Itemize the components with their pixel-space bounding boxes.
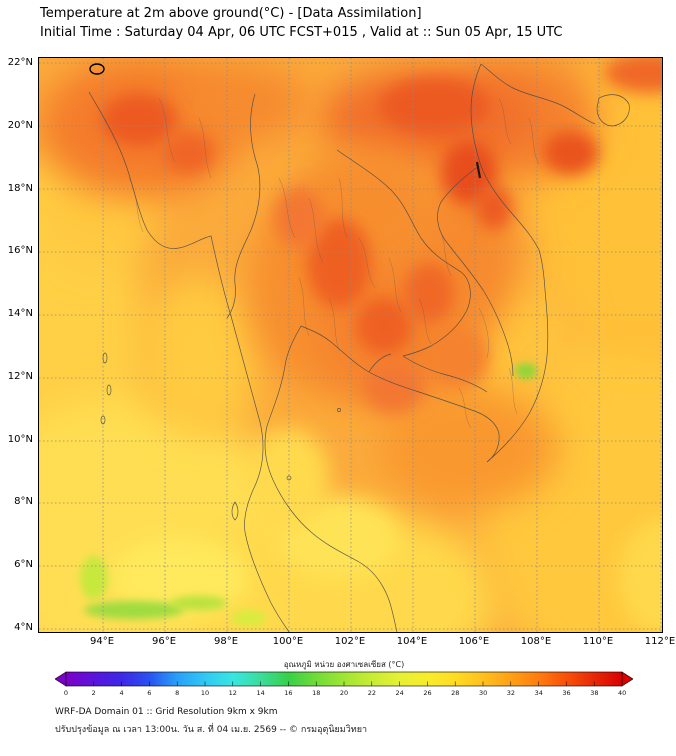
lon-label: 106°E [458, 636, 490, 647]
colorbar-right-arrow [621, 671, 633, 687]
colorbar-tick-label: 28 [451, 689, 460, 697]
province-borders [128, 97, 540, 429]
lon-label: 98°E [213, 636, 239, 647]
colorbar-tick-label: 6 [147, 689, 152, 697]
country-borders [88, 63, 630, 632]
lat-label: 14°N [7, 308, 33, 320]
lat-label: 6°N [14, 559, 33, 571]
colorbar-tick-label: 40 [618, 689, 627, 697]
colorbar-tick-label: 22 [367, 689, 376, 697]
page-title: Temperature at 2m above ground(°C) - [Da… [40, 6, 422, 21]
lat-label: 16°N [7, 245, 33, 257]
lat-label: 10°N [7, 433, 33, 445]
lat-label: 12°N [7, 370, 33, 382]
lat-label: 18°N [7, 182, 33, 194]
colorbar-tick-label: 16 [284, 689, 293, 697]
colorbar-tick-marks [65, 681, 623, 686]
colorbar-tick-label: 0 [63, 689, 68, 697]
temperature-map [39, 58, 662, 632]
lon-label: 112°E [644, 636, 676, 647]
colorbar-tick-label: 14 [256, 689, 265, 697]
lon-label: 100°E [272, 636, 304, 647]
colorbar-tick-label: 32 [506, 689, 516, 697]
map-frame [38, 57, 663, 633]
colorbar-tick-label: 18 [312, 689, 321, 697]
colorbar-tick-label: 2 [91, 689, 96, 697]
colorbar-title: อุณหภูมิ หน่วย องศาเซลเซียส (°C) [283, 660, 405, 669]
colorbar-tick-label: 12 [228, 689, 237, 697]
lon-label: 110°E [582, 636, 614, 647]
colorbar-tick-label: 10 [200, 689, 210, 697]
lat-label: 22°N [7, 57, 33, 68]
update-info: ปรับปรุงข้อมูล ณ เวลา 13:00น. วัน ส. ที่… [55, 725, 368, 735]
annotation-circle [89, 63, 105, 75]
colorbar-tick-label: 26 [423, 689, 432, 697]
lat-label: 4°N [14, 621, 33, 633]
lon-label: 96°E [151, 636, 177, 647]
colorbar-tick-label: 24 [395, 689, 404, 697]
longitude-axis-labels: 94°E 96°E 98°E 100°E 102°E 104°E 106°E 108°E 110… [71, 636, 676, 647]
lon-label: 104°E [396, 636, 428, 647]
lat-label: 8°N [14, 496, 33, 508]
colorbar-tick-label: 36 [562, 689, 571, 697]
colorbar-tick-label: 4 [119, 689, 124, 697]
colorbar [55, 671, 633, 687]
colorbar-tick-label: 30 [478, 689, 488, 697]
lon-label: 94°E [89, 636, 115, 647]
latitude-axis-labels: 22°N 20°N 18°N 16°N 14°N 12°N 10°N 8°N 6°N 4°N [0, 57, 35, 633]
page-subtitle: Initial Time : Saturday 04 Apr, 06 UTC F… [40, 25, 563, 40]
lon-label: 108°E [520, 636, 552, 647]
colorbar-left-arrow [55, 671, 67, 687]
colorbar-tick-labels: 0 2 4 6 8 10 12 14 16 18 20 22 24 26 28 30 32 34 36 38 40 [52, 689, 636, 697]
station-marker [475, 161, 482, 179]
domain-info: WRF-DA Domain 01 :: Grid Resolution 9km … [55, 707, 278, 717]
colorbar-tick-label: 20 [339, 689, 349, 697]
temperature-field [39, 58, 662, 632]
colorbar-tick-label: 8 [175, 689, 180, 697]
lat-label: 20°N [7, 119, 33, 131]
lon-label: 102°E [334, 636, 366, 647]
colorbar-tick-label: 38 [590, 689, 599, 697]
colorbar-tick-label: 34 [534, 689, 543, 697]
